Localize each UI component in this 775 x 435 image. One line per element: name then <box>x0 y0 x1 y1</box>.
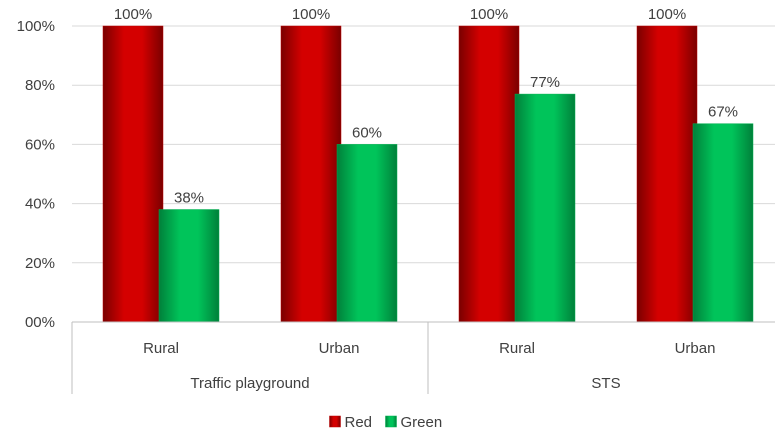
data-label: 100% <box>470 6 508 23</box>
bar-green <box>158 209 220 323</box>
bar-green <box>336 144 398 323</box>
data-label: 100% <box>114 6 152 23</box>
x-category-label: Rural <box>143 340 179 357</box>
y-tick-label: 40% <box>25 196 55 213</box>
data-label: 77% <box>530 74 560 91</box>
y-tick-label: 00% <box>25 314 55 331</box>
legend-swatch-red <box>329 415 341 428</box>
bar-red <box>636 25 698 323</box>
x-category-label: Rural <box>499 340 535 357</box>
legend-label: Red <box>345 414 373 430</box>
legend-label: Green <box>401 414 443 430</box>
data-label: 38% <box>174 190 204 207</box>
x-group-label: STS <box>591 375 620 392</box>
bar-red <box>280 25 342 323</box>
y-tick-label: 20% <box>25 255 55 272</box>
legend-swatch-green <box>385 415 397 428</box>
bar-red <box>458 25 520 323</box>
data-label: 60% <box>352 124 382 141</box>
y-tick-label: 60% <box>25 136 55 153</box>
y-tick-label: 80% <box>25 77 55 94</box>
x-group-label: Traffic playground <box>190 375 309 392</box>
x-category-label: Urban <box>319 340 360 357</box>
bar-green <box>514 93 576 323</box>
y-tick-label: 100% <box>17 18 55 35</box>
data-label: 100% <box>292 6 330 23</box>
data-label: 67% <box>708 104 738 121</box>
bar-green <box>692 123 754 323</box>
data-label: 100% <box>648 6 686 23</box>
bar-red <box>102 25 164 323</box>
x-category-label: Urban <box>675 340 716 357</box>
